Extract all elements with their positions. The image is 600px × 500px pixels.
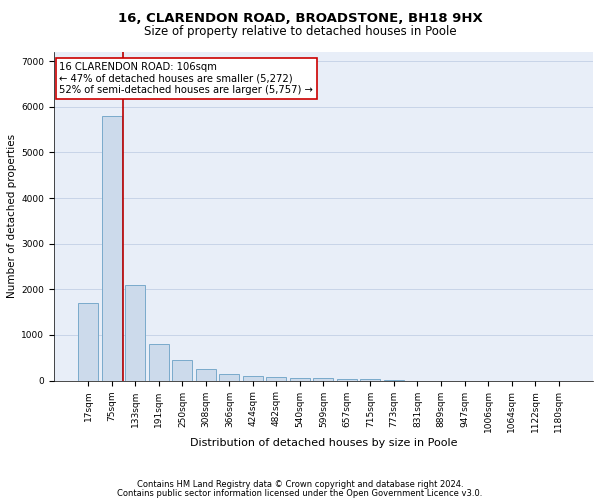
Text: Contains public sector information licensed under the Open Government Licence v3: Contains public sector information licen…: [118, 489, 482, 498]
Bar: [149, 344, 169, 381]
Bar: [220, 374, 239, 380]
Bar: [196, 369, 216, 380]
Text: Size of property relative to detached houses in Poole: Size of property relative to detached ho…: [143, 25, 457, 38]
Text: 16 CLARENDON ROAD: 106sqm
← 47% of detached houses are smaller (5,272)
52% of se: 16 CLARENDON ROAD: 106sqm ← 47% of detac…: [59, 62, 313, 95]
Bar: [125, 285, 145, 380]
Text: 16, CLARENDON ROAD, BROADSTONE, BH18 9HX: 16, CLARENDON ROAD, BROADSTONE, BH18 9HX: [118, 12, 482, 26]
Bar: [266, 377, 286, 380]
Y-axis label: Number of detached properties: Number of detached properties: [7, 134, 17, 298]
Text: Contains HM Land Registry data © Crown copyright and database right 2024.: Contains HM Land Registry data © Crown c…: [137, 480, 463, 489]
X-axis label: Distribution of detached houses by size in Poole: Distribution of detached houses by size …: [190, 438, 457, 448]
Bar: [290, 378, 310, 380]
Bar: [172, 360, 193, 380]
Bar: [243, 376, 263, 380]
Bar: [79, 303, 98, 380]
Bar: [337, 379, 357, 380]
Bar: [102, 116, 122, 380]
Bar: [313, 378, 334, 380]
